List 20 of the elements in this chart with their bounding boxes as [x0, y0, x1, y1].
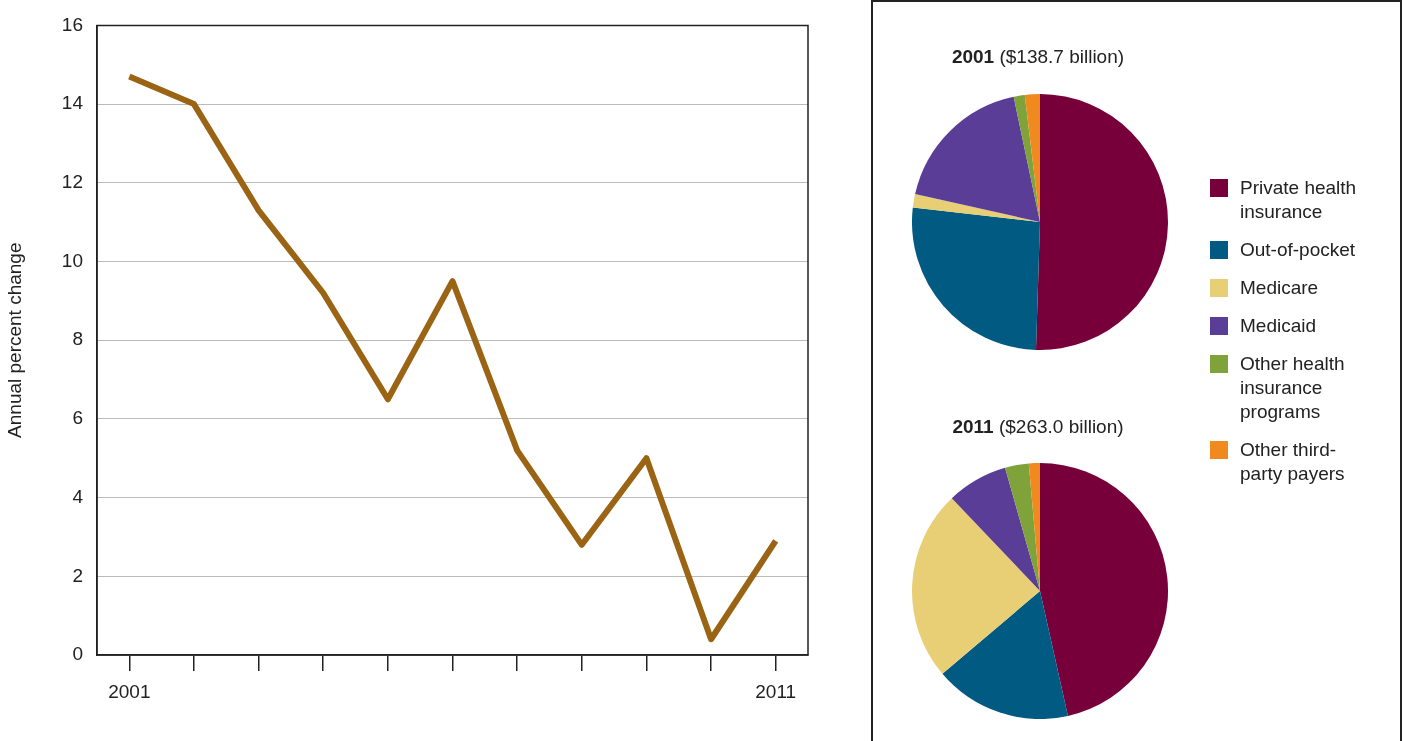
legend-label: Medicaid [1240, 314, 1317, 338]
x-tick-label: 2001 [108, 680, 151, 702]
y-tick-label: 0 [72, 643, 83, 665]
legend-label: Other third-party payers [1240, 438, 1346, 486]
y-axis-title: Annual percent change [3, 242, 25, 438]
legend-label: Other health insurance programs [1240, 352, 1346, 424]
y-tick-label: 12 [61, 171, 83, 193]
x-tick-label: 2011 [755, 680, 797, 702]
y-tick-label: 14 [61, 92, 84, 114]
y-tick-label: 4 [72, 485, 84, 507]
slice-label: 2011 ($263.0 billion) [952, 416, 1124, 437]
legend-label: Medicare [1240, 276, 1319, 300]
y-tick-label: 16 [61, 13, 83, 35]
legend-label: Private health insurance [1240, 176, 1358, 224]
y-tick-label: 8 [72, 328, 83, 350]
y-tick-label: 6 [72, 407, 83, 429]
legend-label: Out-of-pocket [1240, 238, 1356, 262]
y-tick-label: 10 [61, 249, 83, 271]
y-tick-label: 2 [72, 564, 83, 586]
slice-label: 2001 ($138.7 billion) [951, 46, 1125, 67]
